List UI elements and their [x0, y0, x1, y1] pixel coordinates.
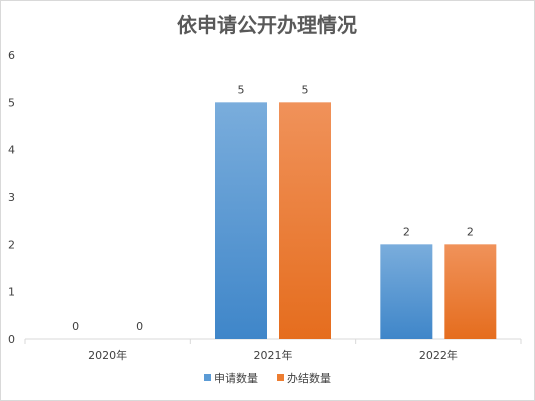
- bars: 0 0 5 5 2 2: [72, 83, 497, 339]
- data-label: 2: [403, 225, 410, 238]
- data-label: 2: [467, 225, 474, 238]
- bar-applications: [215, 102, 267, 339]
- y-axis: 0 1 2 3 4 5 6: [8, 49, 15, 346]
- y-tick-label: 2: [8, 238, 15, 251]
- y-tick-label: 0: [8, 333, 15, 346]
- y-tick-label: 6: [8, 49, 15, 62]
- bar-applications: [380, 244, 433, 339]
- x-tick-label: 2022年: [419, 348, 458, 362]
- x-axis: 2020年 2021年 2022年: [24, 338, 522, 362]
- data-label: 5: [302, 83, 309, 96]
- chart-title: 依申请公开办理情况: [177, 13, 357, 37]
- bar-completed: [279, 102, 331, 339]
- bar-completed: [444, 244, 497, 339]
- y-tick-label: 3: [8, 191, 15, 204]
- legend-label: 办结数量: [287, 372, 331, 385]
- data-label: 5: [238, 83, 245, 96]
- data-label: 0: [136, 320, 143, 333]
- x-tick-label: 2020年: [88, 348, 127, 362]
- y-tick-label: 4: [8, 144, 15, 157]
- x-tick-label: 2021年: [254, 348, 293, 362]
- data-label: 0: [72, 320, 79, 333]
- legend: 申请数量 办结数量: [204, 372, 331, 385]
- legend-swatch: [277, 374, 284, 381]
- legend-swatch: [204, 374, 211, 381]
- y-tick-label: 5: [8, 96, 15, 109]
- y-tick-label: 1: [8, 286, 15, 299]
- legend-label: 申请数量: [214, 372, 258, 385]
